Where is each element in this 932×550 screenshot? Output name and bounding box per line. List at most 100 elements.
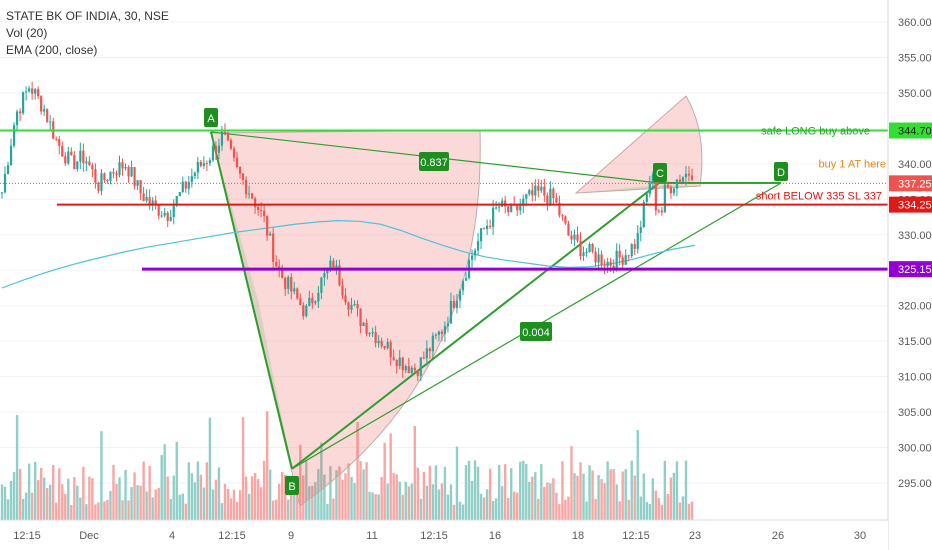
volume-bar: [443, 466, 447, 520]
candle-body: [326, 269, 329, 274]
ratio-label-2: 0.004: [522, 327, 550, 339]
point-d-label: D: [777, 167, 785, 179]
candle-body: [576, 234, 579, 241]
volume-bar: [437, 489, 441, 520]
volume-bar: [145, 491, 148, 520]
candle-body: [479, 228, 483, 242]
volume-bar: [100, 431, 103, 520]
volume-bar: [525, 464, 528, 520]
volume-bar: [305, 461, 308, 520]
volume-bar: [178, 494, 181, 520]
ratio-label-1: 0.837: [420, 157, 448, 169]
candle-body: [9, 145, 13, 166]
volume-bar: [73, 477, 76, 520]
volume-bar: [160, 454, 163, 520]
candle-body: [630, 244, 633, 256]
candle-body: [561, 215, 564, 217]
volume-bar: [235, 501, 239, 520]
candle-body: [253, 198, 257, 208]
volume-bar: [618, 501, 621, 520]
candle-body: [395, 359, 398, 366]
volume-bar: [660, 504, 664, 520]
candle-body: [440, 331, 444, 334]
chart-legend: STATE BK OF INDIA, 30, NSE Vol (20) EMA …: [6, 8, 169, 59]
volume-bar: [479, 493, 483, 520]
volume-bar: [494, 498, 498, 520]
candle-body: [332, 260, 335, 269]
candle-body: [190, 176, 193, 182]
volume-bar: [690, 501, 694, 520]
volume-bar: [332, 498, 335, 520]
ratio-label-2-box: [520, 322, 552, 341]
candle-body: [85, 161, 88, 164]
candle-body: [130, 167, 133, 177]
volume-bar: [639, 496, 642, 520]
candle-body: [657, 210, 660, 212]
volume-bar: [398, 481, 401, 520]
volume-bar: [259, 487, 263, 520]
candle-body: [585, 252, 588, 254]
candle-body: [133, 167, 136, 186]
price-tick-label: 310.00: [898, 372, 932, 384]
volume-bar: [214, 479, 218, 520]
volume-bar: [353, 483, 356, 520]
volume-bar: [121, 500, 124, 520]
candle-body: [690, 175, 694, 180]
candle-body: [663, 184, 666, 213]
candle-body: [296, 288, 299, 299]
candle-body: [678, 179, 682, 182]
volume-bar: [642, 473, 645, 520]
volume-bar: [175, 441, 178, 520]
candle-body: [112, 172, 115, 174]
volume-bar: [42, 477, 46, 520]
volume-bar: [488, 468, 492, 520]
candle-body: [320, 277, 323, 293]
volume-bar: [470, 480, 474, 520]
candle-body: [88, 161, 91, 166]
time-tick-label: 30: [854, 530, 866, 542]
volume-bar: [407, 486, 410, 520]
candle-body: [275, 261, 278, 267]
time-tick-label: 12:15: [218, 530, 246, 542]
time-axis: 12:15 Dec 4 12:15 9 11 12:15 16 18 12:15 23 26 30: [0, 519, 888, 550]
volume-bar: [15, 415, 19, 520]
candle-body: [181, 181, 184, 193]
candle-body: [18, 111, 22, 114]
volume-bar: [109, 490, 112, 520]
candle-body: [549, 188, 552, 204]
volume-bar: [606, 461, 609, 520]
volume-bar: [684, 460, 688, 520]
volume-bar: [202, 487, 206, 520]
volume-bar: [609, 469, 612, 520]
volume-bar: [127, 500, 130, 520]
candle-body: [115, 173, 118, 176]
volume-bar: [284, 474, 287, 520]
candle-body: [675, 179, 679, 189]
volume-bar: [615, 484, 618, 520]
note-short: short BELOW 335 SL 337: [756, 191, 882, 203]
candles: [0, 81, 694, 382]
volume-bar: [549, 483, 552, 520]
volume-bar: [220, 503, 224, 520]
point-b-label-box: [285, 476, 299, 495]
volume-bar: [335, 470, 338, 520]
candle-body: [308, 297, 311, 306]
candle-body: [639, 227, 642, 233]
candle-body: [416, 370, 419, 376]
candle-body: [666, 184, 669, 188]
candle-body: [645, 193, 648, 203]
candle-body: [25, 91, 28, 93]
candle-body: [169, 217, 172, 221]
volume-bar: [133, 472, 136, 520]
candle-body: [127, 166, 130, 177]
volume-bar: [3, 486, 7, 520]
volume-bar: [485, 489, 489, 520]
candle-body: [519, 205, 522, 211]
price-tick-label: 340.00: [898, 159, 932, 171]
candle-body: [347, 302, 350, 310]
candle-body: [76, 161, 79, 170]
volume-bar: [308, 486, 311, 520]
candle-body: [434, 334, 437, 336]
candle-body: [260, 210, 263, 212]
